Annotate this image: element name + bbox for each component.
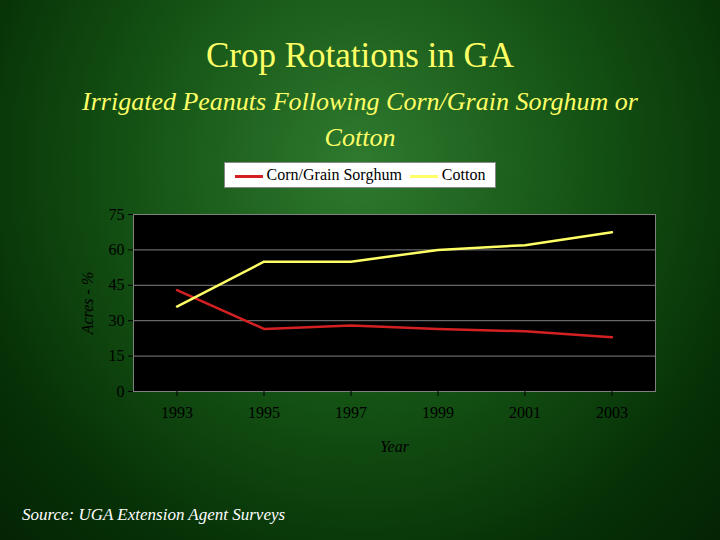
html-text:Irrigated Peanuts Following Co: Irrigated Peanuts Following Corn/Grain S… xyxy=(82,87,638,152)
html-text:Cotton: Cotton xyxy=(441,166,486,183)
svg-text:2001: 2001 xyxy=(509,404,541,421)
html-text:Source: UGA Extension Agent Su: Source: UGA Extension Agent Surveys xyxy=(22,505,286,524)
svg-text:60: 60 xyxy=(109,241,125,258)
svg-text:0: 0 xyxy=(117,383,125,400)
html-text:Corn/Grain Sorghum: Corn/Grain Sorghum xyxy=(266,166,402,183)
svg-text:1997: 1997 xyxy=(335,404,367,421)
svg-text:30: 30 xyxy=(109,312,125,329)
svg-text:45: 45 xyxy=(109,276,125,293)
svg-text:75: 75 xyxy=(109,206,125,223)
svg-text:15: 15 xyxy=(109,347,125,364)
svg-text:Acres - %: Acres - % xyxy=(79,272,96,336)
svg-text:2003: 2003 xyxy=(596,404,628,421)
svg-text:1995: 1995 xyxy=(248,404,280,421)
svg-text:1993: 1993 xyxy=(161,404,193,421)
svg-text:1999: 1999 xyxy=(422,404,454,421)
svg-text:Year: Year xyxy=(380,438,410,455)
html-text:Crop Rotations in GA: Crop Rotations in GA xyxy=(205,36,515,75)
